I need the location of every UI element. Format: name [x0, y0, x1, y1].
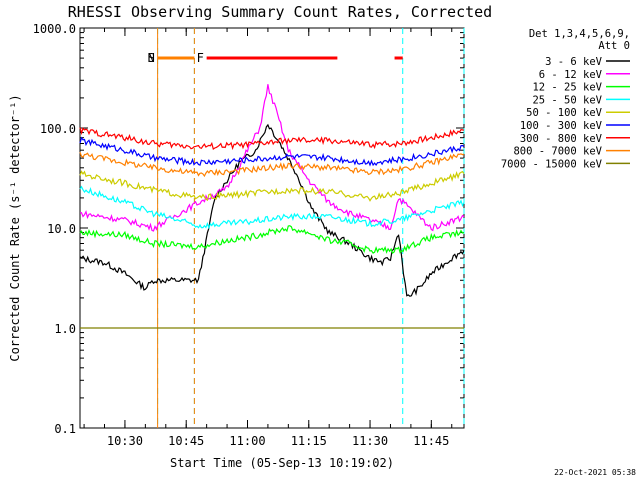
x-tick-label: 10:45: [168, 434, 204, 448]
x-tick-label: 11:15: [291, 434, 327, 448]
legend-entry-label: 3 - 6 keV: [545, 56, 603, 68]
y-tick-label: 10.0: [47, 222, 76, 236]
y-tick-label: 1000.0: [33, 22, 76, 36]
legend-header-1: Det 1,3,4,5,6,9,: [529, 28, 630, 40]
x-tick-label: 11:30: [352, 434, 388, 448]
plot-area: 10:30 10:45 11:00 11:15 11:30 11:45 0.1 1.0 10.0…: [33, 22, 465, 448]
series-line: [79, 84, 465, 232]
x-tick-label: 10:30: [107, 434, 143, 448]
legend-entry-label: 50 - 100 keV: [526, 107, 603, 119]
series-line: [79, 185, 465, 230]
x-tick-label: 11:00: [229, 434, 265, 448]
series-line: [79, 123, 465, 297]
flag-label: F: [197, 51, 204, 65]
y-tick-label: 0.1: [54, 422, 76, 436]
y-axis-label: Corrected Count Rate (s⁻¹ detector⁻¹): [8, 94, 22, 361]
series-line: [79, 136, 465, 167]
legend-entry-label: 25 - 50 keV: [532, 94, 602, 106]
series-line: [79, 225, 465, 255]
y-tick-label: 100.0: [40, 122, 76, 136]
x-axis-label: Start Time (05-Sep-13 10:19:02): [170, 456, 394, 470]
flag-label: S: [148, 51, 155, 65]
chart-title: RHESSI Observing Summary Count Rates, Co…: [68, 3, 492, 21]
series-line: [79, 170, 465, 202]
legend-entry-label: 12 - 25 keV: [532, 82, 602, 94]
legend-entry-label: 7000 - 15000 keV: [501, 158, 603, 170]
y-tick-label: 1.0: [54, 322, 76, 336]
series-line: [79, 127, 465, 151]
flag-label: N: [148, 51, 155, 65]
plot-frame: [79, 27, 465, 429]
series-line: [79, 151, 465, 178]
legend-entry-label: 800 - 7000 keV: [513, 146, 602, 158]
legend-entry-label: 300 - 800 keV: [520, 133, 603, 145]
x-tick-label: 11:45: [413, 434, 449, 448]
legend-header-2: Att 0: [598, 40, 630, 52]
timestamp: 22-Oct-2021 05:38: [554, 468, 636, 477]
legend-entry-label: 6 - 12 keV: [539, 69, 603, 81]
legend-entry-label: 100 - 300 keV: [520, 120, 603, 132]
